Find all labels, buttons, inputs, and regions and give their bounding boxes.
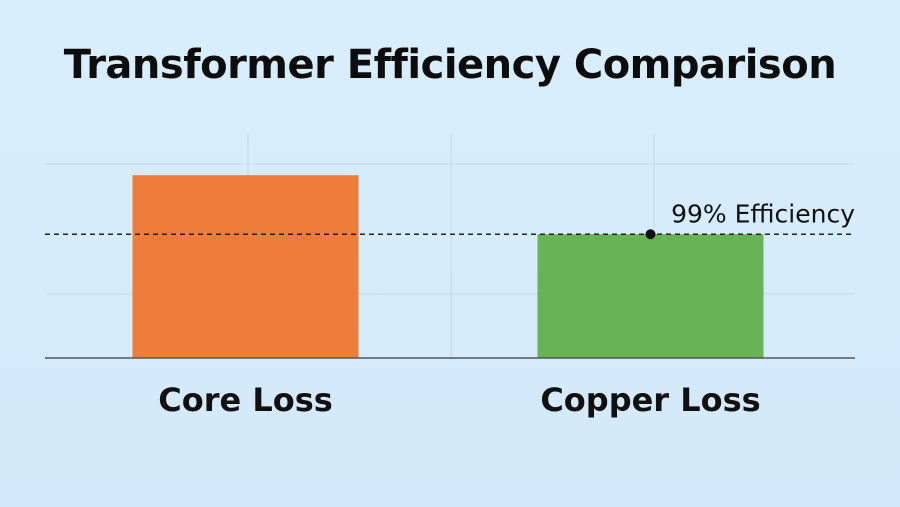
category-labels: Core Loss Copper Loss (158, 381, 760, 419)
chart-title: Transformer Efficiency Comparison (63, 42, 837, 88)
bar-copper-loss (537, 234, 764, 358)
reference-line-label: 99% Efficiency (671, 199, 855, 228)
reference-line-group: 99% Efficiency (45, 199, 855, 240)
category-label: Core Loss (158, 381, 333, 419)
reference-point (645, 229, 656, 240)
bar-core-loss (132, 175, 359, 358)
bars (132, 175, 764, 358)
category-label: Copper Loss (540, 381, 760, 419)
